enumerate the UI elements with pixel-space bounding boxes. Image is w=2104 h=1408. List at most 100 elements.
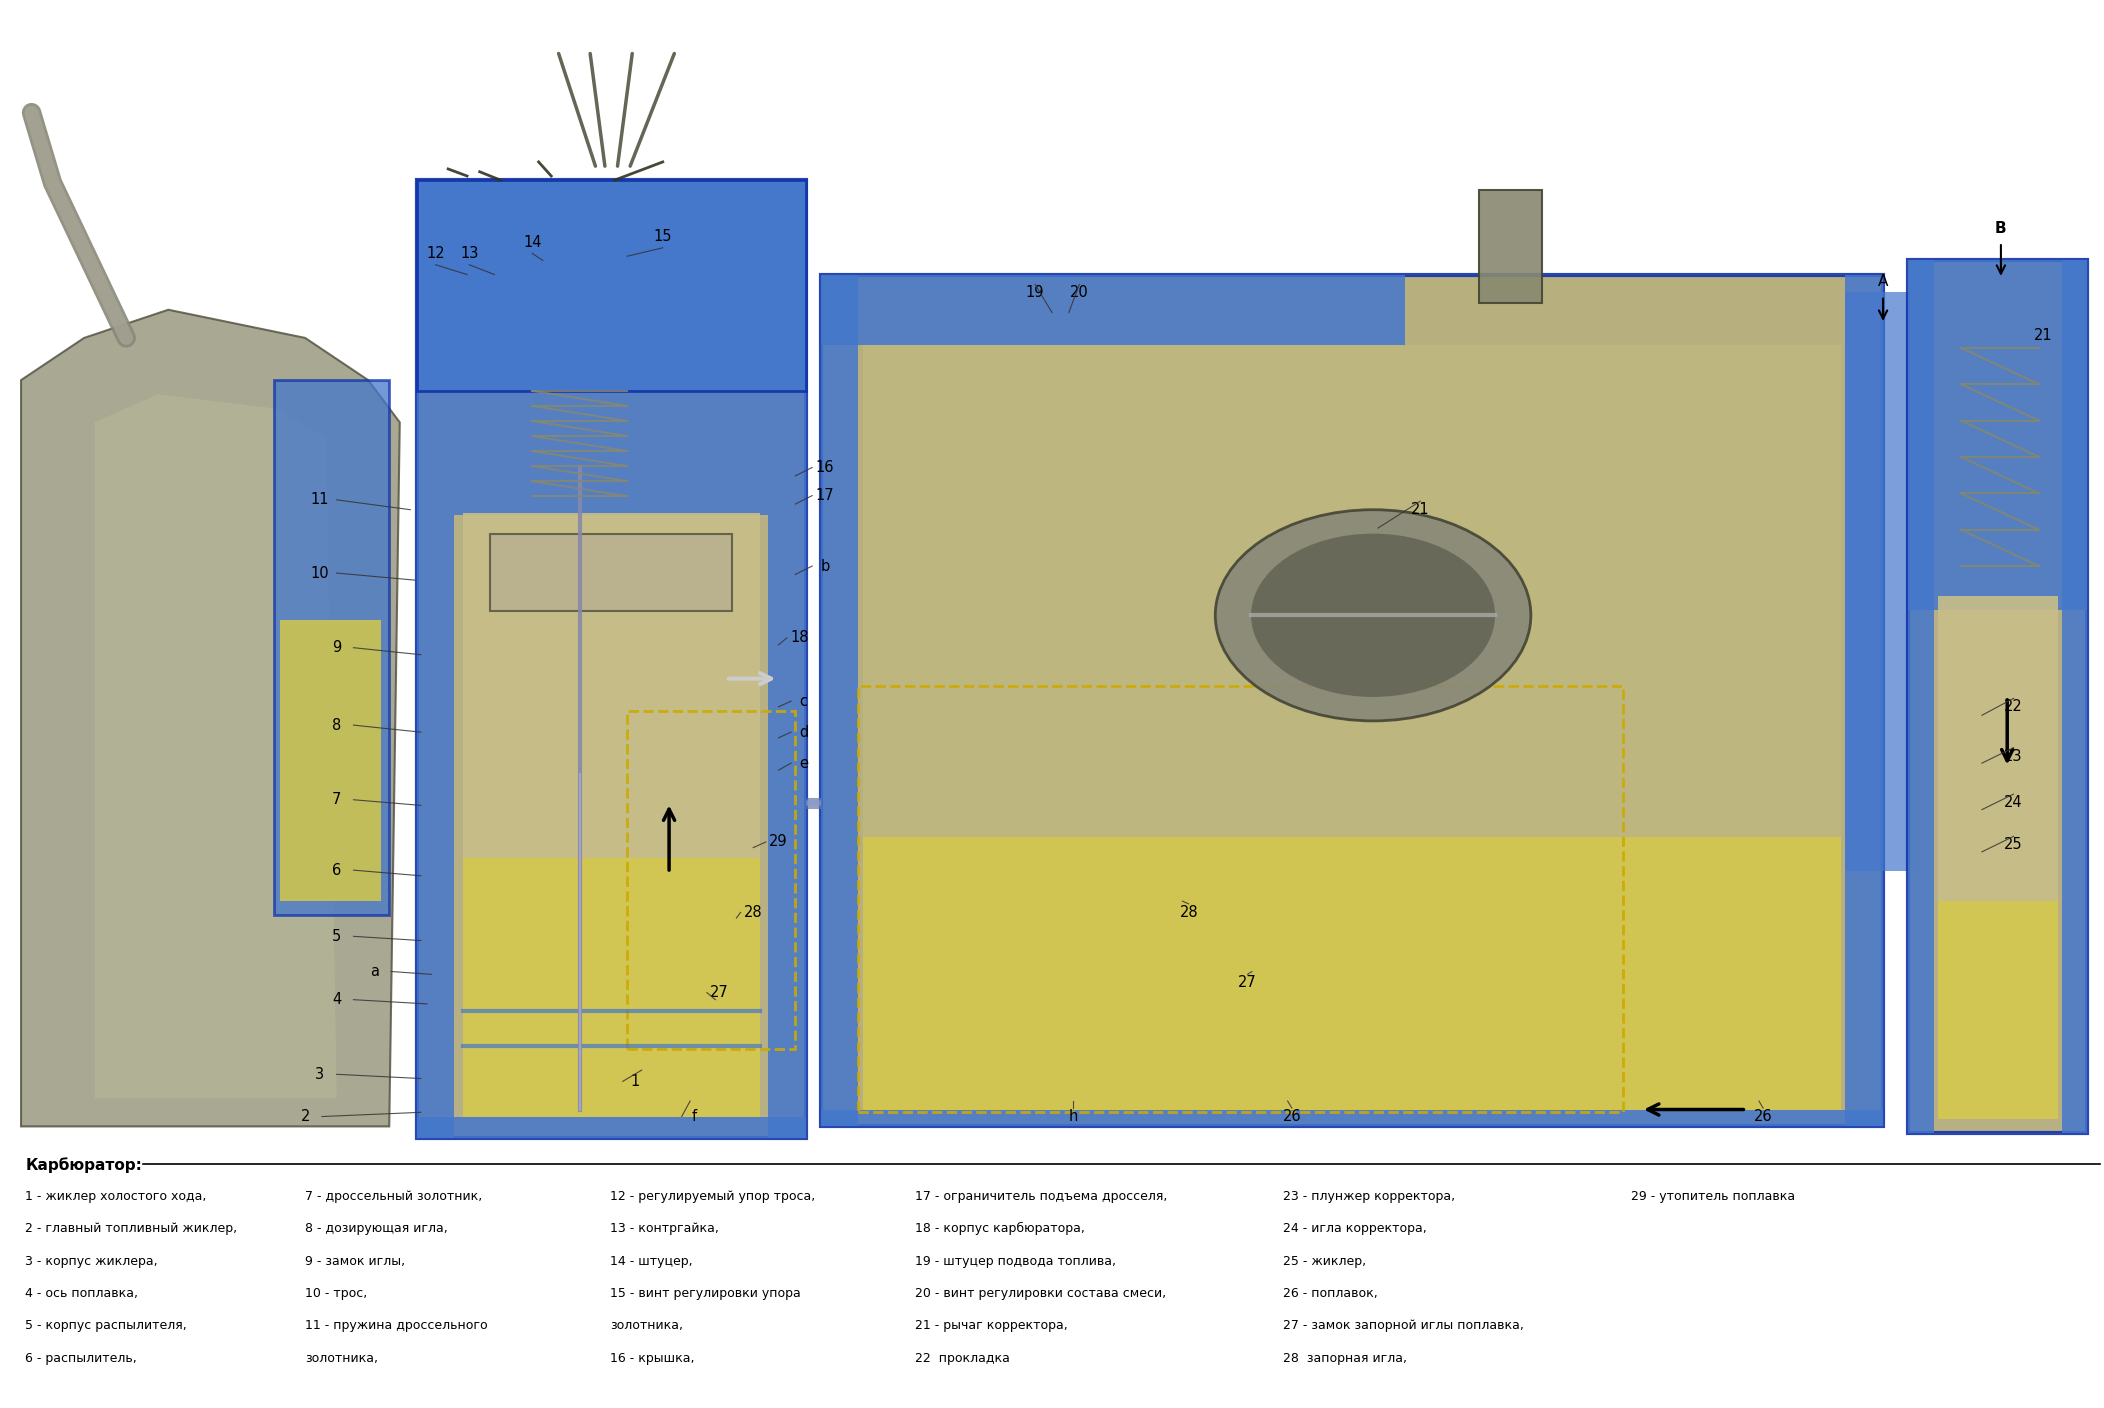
Text: 16 - крышка,: 16 - крышка,	[610, 1352, 694, 1364]
Text: 29: 29	[770, 835, 787, 849]
Text: 22  прокладка: 22 прокладка	[915, 1352, 1010, 1364]
Bar	[627, 711, 795, 1049]
Text: 18: 18	[791, 631, 808, 645]
Text: 21: 21	[2035, 328, 2051, 342]
Bar	[858, 687, 1624, 1112]
Text: 27: 27	[1239, 976, 1256, 990]
Text: 8: 8	[332, 718, 341, 732]
Text: 23: 23	[2005, 749, 2022, 763]
Text: 23 - плунжер корректора,: 23 - плунжер корректора,	[1283, 1190, 1456, 1202]
Text: 26: 26	[1283, 1110, 1300, 1124]
Text: 12 - регулируемый упор троса,: 12 - регулируемый упор троса,	[610, 1190, 816, 1202]
Text: A: A	[1879, 275, 1887, 289]
Text: 8 - дозирующая игла,: 8 - дозирующая игла,	[305, 1222, 448, 1235]
Text: 14 - штуцер,: 14 - штуцер,	[610, 1255, 692, 1267]
Text: 20 - винт регулировки состава смеси,: 20 - винт регулировки состава смеси,	[915, 1287, 1166, 1300]
Bar	[1845, 275, 1883, 1126]
Text: 14: 14	[524, 235, 541, 249]
Text: 9: 9	[332, 641, 341, 655]
Bar	[417, 180, 806, 1138]
Text: 6: 6	[332, 863, 341, 877]
Text: золотника,: золотника,	[610, 1319, 684, 1332]
Text: 11 - пружина дроссельного: 11 - пружина дроссельного	[305, 1319, 488, 1332]
Bar	[463, 857, 760, 1117]
Text: 17: 17	[816, 489, 833, 503]
Text: Карбюратор:: Карбюратор:	[25, 1157, 143, 1173]
Text: h: h	[1069, 1110, 1077, 1124]
Text: B: B	[1995, 221, 2007, 235]
Text: 15 - винт регулировки упора: 15 - винт регулировки упора	[610, 1287, 802, 1300]
Text: 11: 11	[311, 493, 328, 507]
Text: золотника,: золотника,	[305, 1352, 379, 1364]
Bar	[417, 1117, 806, 1138]
Text: 13: 13	[461, 246, 478, 260]
Text: f: f	[692, 1110, 696, 1124]
Bar	[463, 514, 760, 1117]
Bar	[1479, 190, 1542, 303]
Text: 3 - корпус жиклера,: 3 - корпус жиклера,	[25, 1255, 158, 1267]
Bar	[2062, 260, 2087, 1133]
Bar	[1908, 260, 2087, 610]
Bar	[274, 380, 389, 915]
Text: 4 - ось поплавка,: 4 - ось поплавка,	[25, 1287, 139, 1300]
Text: 5 - корпус распылителя,: 5 - корпус распылителя,	[25, 1319, 187, 1332]
Text: 13 - контргайка,: 13 - контргайка,	[610, 1222, 720, 1235]
Text: 2 - главный топливный жиклер,: 2 - главный топливный жиклер,	[25, 1222, 238, 1235]
Text: 1 - жиклер холостого хода,: 1 - жиклер холостого хода,	[25, 1190, 206, 1202]
Text: 10: 10	[311, 566, 328, 580]
Text: 19 - штуцер подвода топлива,: 19 - штуцер подвода топлива,	[915, 1255, 1117, 1267]
Bar	[821, 275, 858, 1126]
Text: 15: 15	[654, 230, 671, 244]
Bar	[821, 1110, 1883, 1126]
Bar	[863, 836, 1841, 1110]
Text: 6 - распылитель,: 6 - распылитель,	[25, 1352, 137, 1364]
Text: a: a	[370, 964, 379, 979]
Text: 12: 12	[427, 246, 444, 260]
Text: 21: 21	[1412, 503, 1429, 517]
Circle shape	[1252, 534, 1496, 697]
Text: 5: 5	[332, 929, 341, 943]
Text: c: c	[800, 694, 808, 708]
Bar	[768, 180, 806, 1138]
Text: 17 - ограничитель подъема дросселя,: 17 - ограничитель подъема дросселя,	[915, 1190, 1168, 1202]
Polygon shape	[21, 310, 400, 1126]
Bar	[490, 534, 732, 611]
Bar	[1938, 596, 2058, 1119]
Text: 19: 19	[1027, 286, 1044, 300]
Text: 16: 16	[816, 460, 833, 474]
Text: 2: 2	[301, 1110, 309, 1124]
Text: 7 - дроссельный золотник,: 7 - дроссельный золотник,	[305, 1190, 482, 1202]
Text: e: e	[800, 756, 808, 770]
Text: 27: 27	[711, 986, 728, 1000]
Text: 9 - замок иглы,: 9 - замок иглы,	[305, 1255, 406, 1267]
Text: 3: 3	[316, 1067, 324, 1081]
Text: 7: 7	[332, 793, 341, 807]
Text: 27 - замок запорной иглы поплавка,: 27 - замок запорной иглы поплавка,	[1283, 1319, 1523, 1332]
Bar	[1938, 901, 2058, 1119]
Text: 18 - корпус карбюратора,: 18 - корпус карбюратора,	[915, 1222, 1086, 1235]
Bar	[280, 620, 381, 901]
Bar	[1908, 260, 2087, 1133]
Text: 24 - игла корректора,: 24 - игла корректора,	[1283, 1222, 1427, 1235]
Bar	[863, 345, 1841, 1110]
Text: 29 - утопитель поплавка: 29 - утопитель поплавка	[1631, 1190, 1795, 1202]
Text: 20: 20	[1071, 286, 1088, 300]
Bar	[821, 275, 1883, 1126]
Text: 25: 25	[2005, 838, 2022, 852]
Text: 26: 26	[1755, 1110, 1772, 1124]
Text: 4: 4	[332, 993, 341, 1007]
Circle shape	[1216, 510, 1532, 721]
Bar	[454, 180, 768, 515]
Text: 28  запорная игла,: 28 запорная игла,	[1283, 1352, 1408, 1364]
Text: 25 - жиклер,: 25 - жиклер,	[1283, 1255, 1368, 1267]
Bar	[417, 180, 454, 1138]
Text: d: d	[800, 725, 808, 739]
Bar	[1908, 260, 1934, 1133]
Text: 26 - поплавок,: 26 - поплавок,	[1283, 1287, 1378, 1300]
Bar	[821, 275, 1405, 345]
Bar	[1845, 291, 1919, 870]
Text: 10 - трос,: 10 - трос,	[305, 1287, 368, 1300]
Text: 1: 1	[631, 1074, 640, 1088]
Text: b: b	[821, 559, 829, 573]
Text: 28: 28	[1180, 905, 1197, 919]
